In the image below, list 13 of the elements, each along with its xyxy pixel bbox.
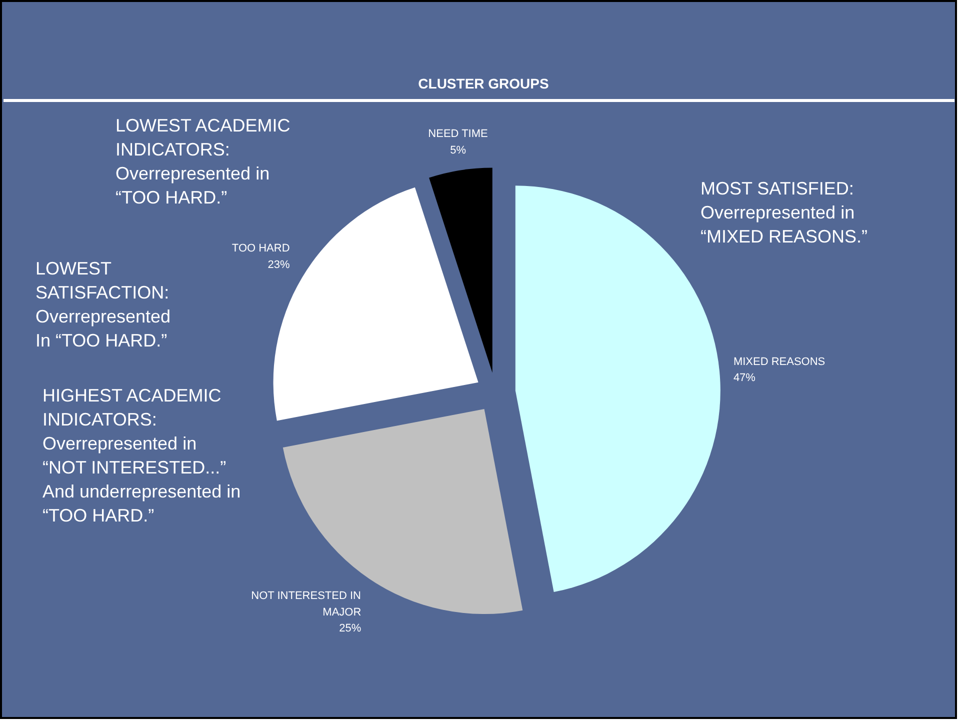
chart-title: CLUSTER GROUPS [418,76,549,92]
slice-label: TOO HARD [232,242,290,255]
text: MOST SATISFIED: Overrepresented in “MIXED REASONS.” [700,178,868,246]
data-label: 25% [339,622,362,635]
text: LOWEST SATISFACTION: Overrepresented In “TOO HARD.” [36,258,171,350]
text: LOWEST ACADEMIC INDICATORS: Overrepresented in “TOO HARD.” [116,116,290,208]
data-label: 23% [268,258,290,271]
slice-label: NEED TIME [428,128,488,140]
slice-label: MIXED REASONS [733,356,826,368]
text: HIGHEST ACADEMIC INDICATORS: Overrepresented in “NOT INTERESTED...” And underrepresented in “TOO HARD.” [42,386,241,526]
data-label: 47% [733,372,756,384]
slice-label: NOT INTERESTED IN MAJOR [251,590,362,618]
data-label: 5% [450,144,466,156]
